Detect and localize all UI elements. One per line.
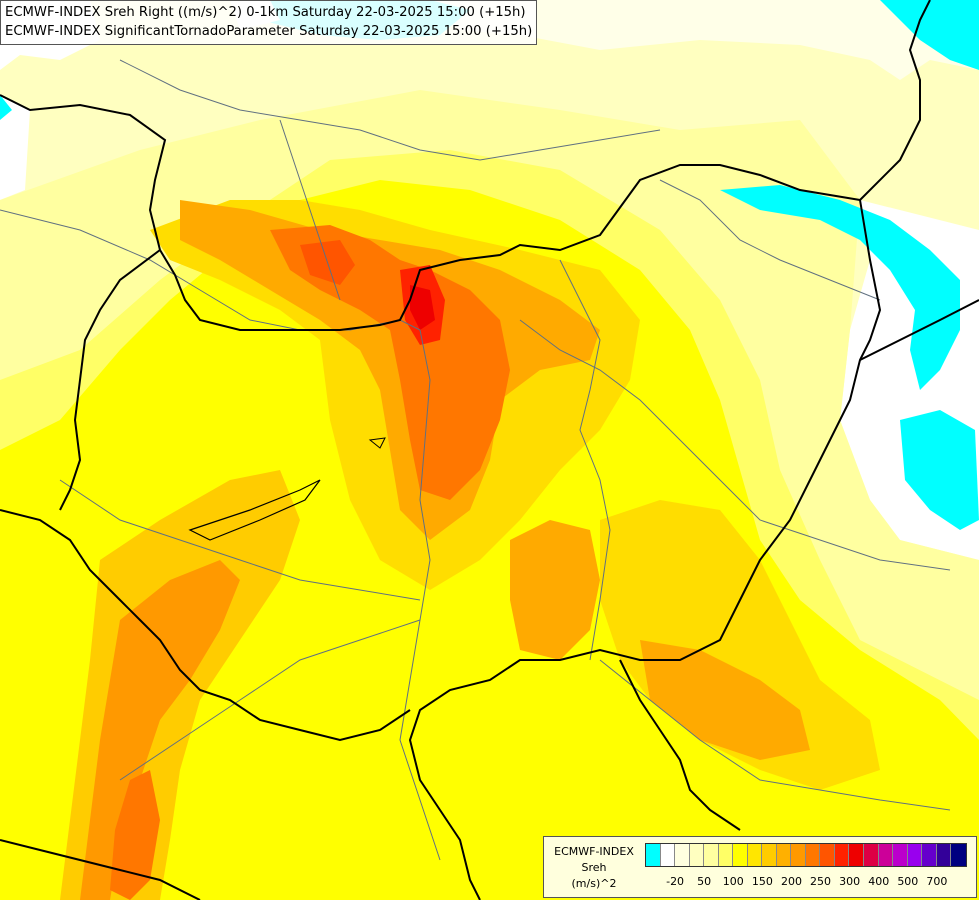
legend-swatch xyxy=(660,844,676,866)
legend-swatch xyxy=(791,844,806,866)
legend-swatch xyxy=(776,844,792,866)
cyan-area-northeast xyxy=(880,0,979,70)
white-area-west xyxy=(0,95,30,200)
legend-swatch xyxy=(849,844,864,866)
legend-tick-label: 300 xyxy=(839,875,861,888)
legend-source: ECMWF-INDEX xyxy=(554,845,634,858)
legend-swatch xyxy=(805,844,821,866)
orange-zone-central xyxy=(180,200,600,540)
cyan-area-west xyxy=(0,95,12,120)
map-header: ECMWF-INDEX Sreh Right ((m/s)^2) 0-1km S… xyxy=(0,0,538,45)
legend-tick-label: 500 xyxy=(897,875,919,888)
legend-tick-label: 250 xyxy=(810,875,832,888)
lake-small xyxy=(368,437,386,449)
legend-swatch xyxy=(646,844,661,866)
red-orange-south-tail xyxy=(110,770,160,900)
legend-swatch xyxy=(689,844,705,866)
orange-zone-south xyxy=(510,520,600,660)
color-legend: ECMWF-INDEX Sreh (m/s)^2 -20 50 100 150 200 2… xyxy=(543,836,977,898)
red-orange-core xyxy=(270,225,510,500)
legend-swatches xyxy=(645,843,967,867)
red-peak xyxy=(410,285,435,330)
pale-area-north xyxy=(430,0,979,80)
gold-zone-southeast xyxy=(600,500,880,790)
legend-tick-label: -20 xyxy=(666,875,685,888)
header-line-1: ECMWF-INDEX Sreh Right ((m/s)^2) 0-1km S… xyxy=(5,5,526,20)
legend-swatch xyxy=(951,844,966,866)
legend-swatch xyxy=(820,844,835,866)
legend-tick-label: 400 xyxy=(868,875,890,888)
legend-tick-label: 100 xyxy=(722,875,744,888)
cyan-area-east xyxy=(720,185,960,390)
cyan-area-southeast xyxy=(900,410,979,530)
legend-swatch xyxy=(704,844,719,866)
header-line-2: ECMWF-INDEX SignificantTornadoParameter … xyxy=(5,24,533,39)
rivers xyxy=(0,59,951,861)
legend-swatch xyxy=(762,844,777,866)
legend-swatch xyxy=(733,844,748,866)
legend-tick-label: 150 xyxy=(751,875,773,888)
legend-swatch xyxy=(675,844,690,866)
legend-swatch xyxy=(893,844,908,866)
orange-zone-southeast xyxy=(640,640,810,760)
legend-swatch xyxy=(863,844,879,866)
legend-tick-label: 700 xyxy=(926,875,948,888)
legend-variable: Sreh xyxy=(581,861,607,874)
legend-swatch xyxy=(936,844,952,866)
lake-balaton xyxy=(188,479,321,541)
legend-unit: (m/s)^2 xyxy=(571,877,617,890)
legend-tick-label: 50 xyxy=(697,875,712,888)
legend-swatch xyxy=(922,844,937,866)
legend-swatch xyxy=(907,844,923,866)
legend-swatch xyxy=(878,844,894,866)
legend-swatch xyxy=(834,844,850,866)
legend-tick-label: 200 xyxy=(780,875,802,888)
legend-swatch xyxy=(718,844,734,866)
legend-swatch xyxy=(747,844,763,866)
